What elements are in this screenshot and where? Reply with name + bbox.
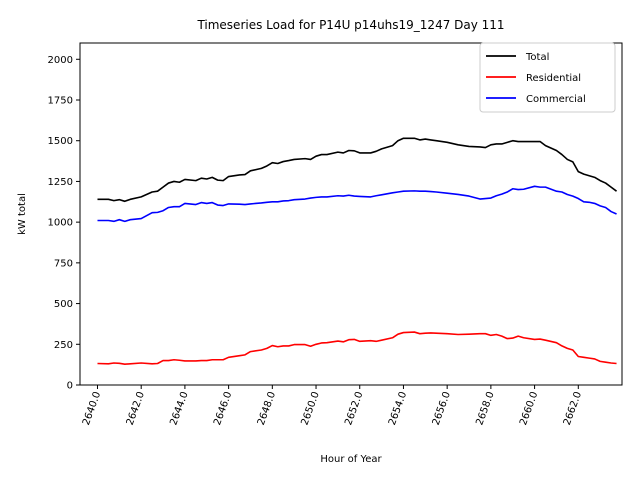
series-line-total [97, 137, 618, 203]
y-tick-label: 500 [54, 299, 73, 310]
y-tick-label: 250 [54, 340, 73, 351]
y-tick-label: 2000 [48, 55, 73, 66]
series-layer [97, 137, 618, 365]
legend-label-total: Total [525, 52, 549, 63]
legend-box [479, 42, 616, 113]
series-line-commercial [97, 185, 617, 223]
y-tick-label: 1750 [48, 96, 73, 107]
plot-frame [79, 42, 623, 386]
y-axis-ticks: 0 250 500 750 1000 1250 1500 1750 2000 [48, 55, 80, 392]
legend-label-residential: Residential [526, 73, 581, 84]
series-line-residential [97, 331, 617, 365]
legend-label-commercial: Commercial [526, 94, 586, 105]
y-tick-label: 750 [54, 258, 73, 269]
y-tick-label: 0 [67, 381, 73, 392]
y-tick-label: 1000 [48, 218, 73, 229]
y-tick-label: 1500 [48, 136, 73, 147]
y-tick-label: 1250 [48, 177, 73, 188]
chart-title: Timeseries Load for P14U p14uhs19_1247 D… [196, 18, 504, 32]
x-axis-label: Hour of Year [320, 454, 382, 465]
y-axis-label: kW total [17, 193, 28, 235]
legend: Total Residential Commercial [479, 42, 616, 113]
